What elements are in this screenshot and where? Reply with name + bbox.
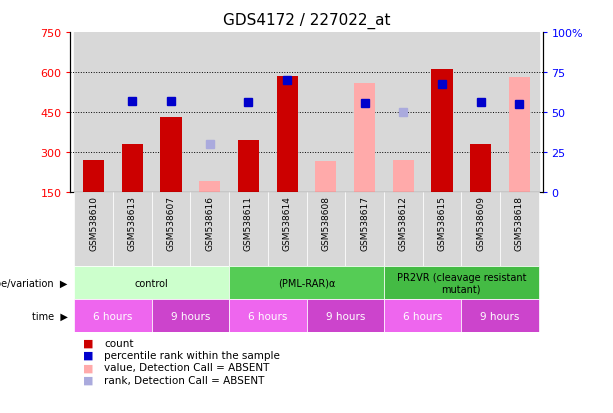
Bar [384, 192, 422, 266]
Bar [354, 83, 375, 192]
Text: PR2VR (cleavage resistant
mutant): PR2VR (cleavage resistant mutant) [397, 272, 526, 294]
Text: 9 hours: 9 hours [171, 311, 210, 321]
Text: ■: ■ [83, 375, 93, 385]
Text: genotype/variation  ▶: genotype/variation ▶ [0, 278, 67, 288]
Bar [392, 160, 414, 192]
Text: GSM538616: GSM538616 [205, 196, 215, 251]
Bar [122, 145, 143, 192]
Bar [422, 192, 461, 266]
Text: (PML-RAR)α: (PML-RAR)α [278, 278, 335, 288]
Bar [229, 192, 268, 266]
Bar [432, 70, 452, 192]
Text: GSM538607: GSM538607 [167, 196, 175, 251]
Bar [461, 192, 500, 266]
Bar [422, 33, 461, 192]
Text: GSM538611: GSM538611 [244, 196, 253, 251]
Bar [500, 33, 539, 192]
Bar [161, 118, 181, 192]
Bar [229, 299, 306, 332]
Bar [191, 192, 229, 266]
Bar [268, 192, 306, 266]
Text: rank, Detection Call = ABSENT: rank, Detection Call = ABSENT [104, 375, 265, 385]
Bar [83, 160, 104, 192]
Bar [384, 266, 539, 299]
Text: control: control [135, 278, 169, 288]
Bar [384, 33, 422, 192]
Bar [74, 266, 229, 299]
Bar [113, 192, 152, 266]
Bar [306, 192, 345, 266]
Text: GSM538609: GSM538609 [476, 196, 485, 251]
Text: GSM538608: GSM538608 [321, 196, 330, 251]
Text: value, Detection Call = ABSENT: value, Detection Call = ABSENT [104, 363, 270, 373]
Text: GSM538614: GSM538614 [283, 196, 292, 251]
Text: percentile rank within the sample: percentile rank within the sample [104, 350, 280, 360]
Text: GSM538613: GSM538613 [128, 196, 137, 251]
Bar [74, 192, 113, 266]
Text: ■: ■ [83, 350, 93, 360]
Text: 6 hours: 6 hours [403, 311, 442, 321]
Bar [384, 299, 461, 332]
Bar [152, 33, 191, 192]
Bar [461, 299, 539, 332]
Bar [345, 192, 384, 266]
Text: GSM538618: GSM538618 [515, 196, 524, 251]
Text: 6 hours: 6 hours [248, 311, 287, 321]
Bar [229, 266, 384, 299]
Bar [238, 140, 259, 192]
Bar [74, 299, 152, 332]
Text: 9 hours: 9 hours [480, 311, 520, 321]
Text: time  ▶: time ▶ [31, 311, 67, 321]
Bar [509, 78, 530, 192]
Bar [315, 161, 337, 192]
Text: GSM538615: GSM538615 [438, 196, 446, 251]
Text: 9 hours: 9 hours [326, 311, 365, 321]
Text: GSM538610: GSM538610 [89, 196, 98, 251]
Bar [500, 192, 539, 266]
Bar [461, 33, 500, 192]
Bar [268, 33, 306, 192]
Bar [74, 33, 113, 192]
Text: GSM538617: GSM538617 [360, 196, 369, 251]
Bar [113, 33, 152, 192]
Bar [470, 145, 491, 192]
Bar [152, 192, 191, 266]
Text: 6 hours: 6 hours [93, 311, 133, 321]
Bar [191, 33, 229, 192]
Bar [306, 33, 345, 192]
Text: GSM538612: GSM538612 [398, 196, 408, 251]
Text: ■: ■ [83, 363, 93, 373]
Bar [306, 299, 384, 332]
Text: count: count [104, 338, 134, 348]
Bar [276, 77, 298, 192]
Bar [152, 299, 229, 332]
Bar [229, 33, 268, 192]
Bar [199, 181, 221, 192]
Bar [345, 33, 384, 192]
Text: ■: ■ [83, 338, 93, 348]
Text: GDS4172 / 227022_at: GDS4172 / 227022_at [223, 12, 390, 28]
